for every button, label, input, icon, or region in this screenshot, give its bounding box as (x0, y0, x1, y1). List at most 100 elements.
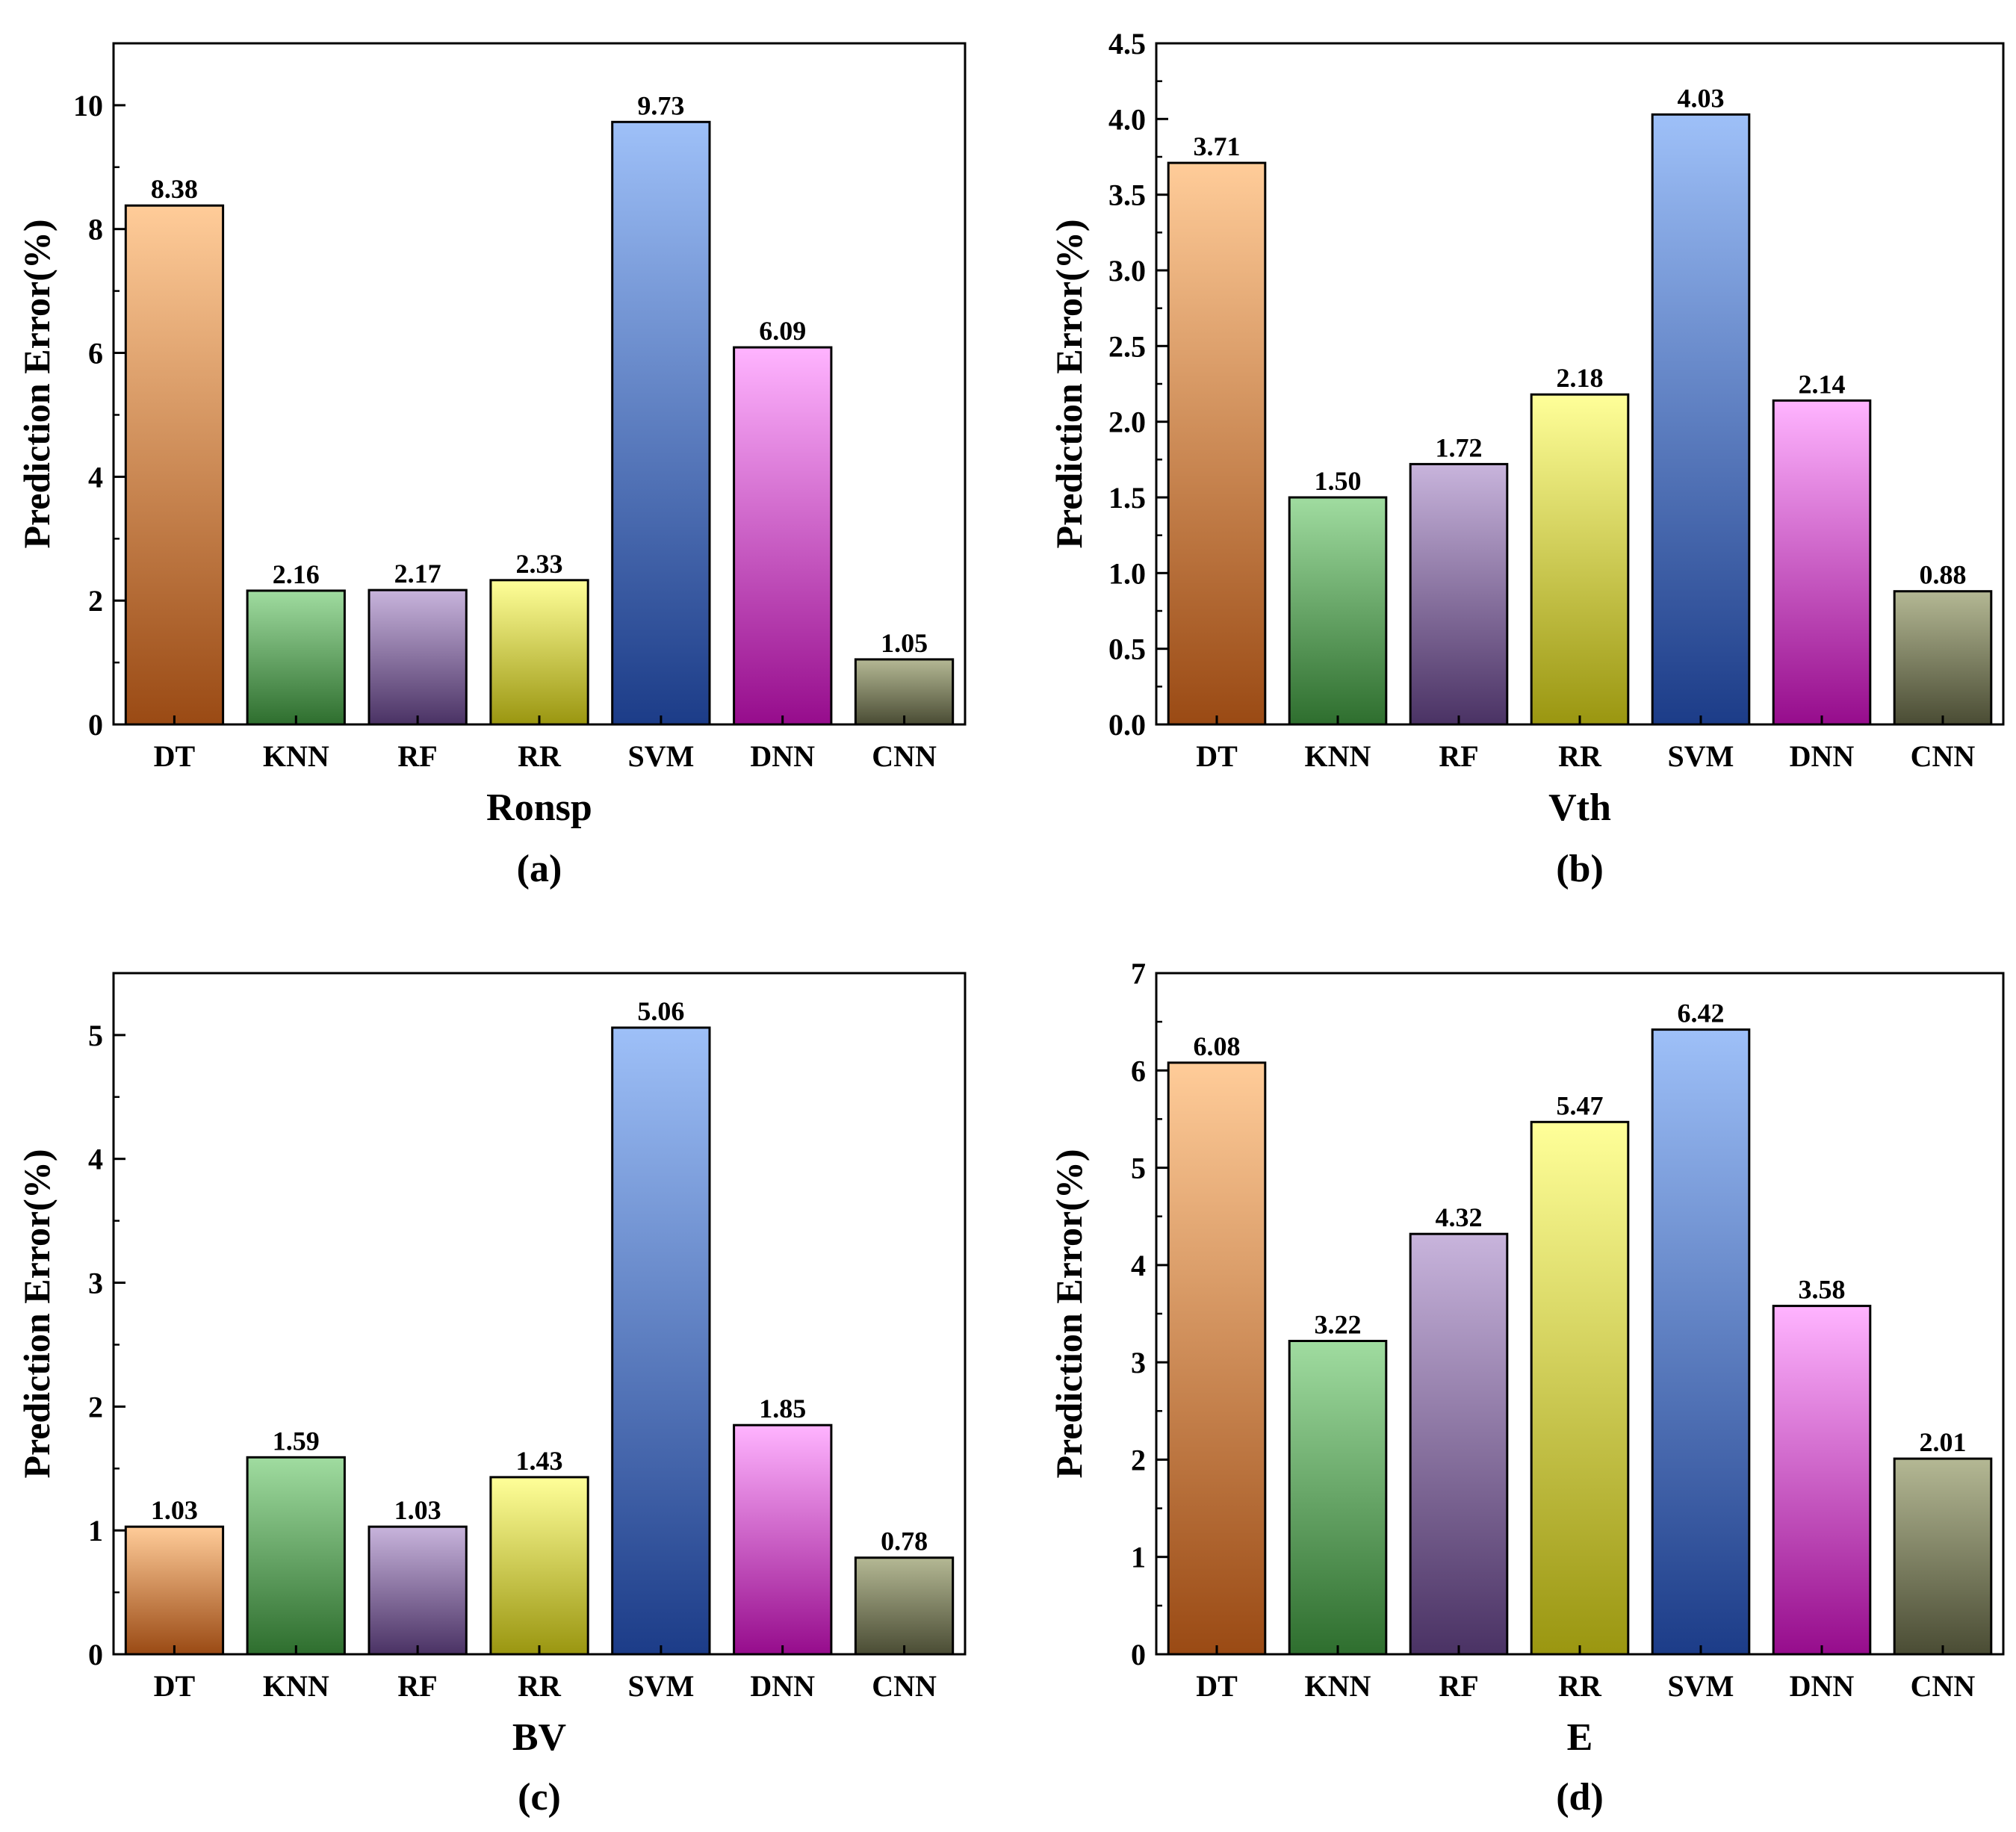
bar-cnn (854, 658, 955, 726)
bar-rr (489, 1476, 589, 1656)
category-label: SVM (1668, 739, 1734, 773)
x-axis-label: E (1567, 1716, 1593, 1759)
y-tick-label: 3 (88, 1267, 103, 1300)
bar-cnn (1893, 1457, 1993, 1656)
y-tick-label: 5 (1131, 1152, 1146, 1185)
category-label: RR (1558, 1669, 1602, 1703)
value-label: 8.38 (151, 174, 198, 204)
x-axis-label: Vth (1548, 786, 1611, 829)
y-tick-label: 0.5 (1108, 633, 1146, 666)
bar-cnn (854, 1556, 955, 1656)
y-tick-label: 3.5 (1108, 178, 1146, 212)
category-label: KNN (1305, 1669, 1371, 1703)
value-label: 3.71 (1194, 131, 1241, 161)
bar-rf (367, 589, 468, 726)
y-axis-label: Prediction Error(%) (16, 1149, 58, 1478)
category-label: DNN (1790, 1669, 1855, 1703)
bar-dnn (733, 346, 833, 726)
bar-cnn (1893, 590, 1993, 726)
x-axis-label: Ronsp (486, 786, 592, 829)
value-label: 0.78 (881, 1527, 928, 1556)
bar-dnn (1772, 1305, 1872, 1656)
y-tick-label: 4 (88, 1143, 103, 1176)
bar-svm (611, 1026, 711, 1656)
y-axis-label: Prediction Error(%) (16, 219, 58, 548)
bar-dt (124, 1525, 225, 1656)
category-label: CNN (1911, 739, 1976, 773)
value-label: 1.85 (759, 1394, 806, 1423)
value-label: 1.05 (881, 628, 928, 658)
bar-svm (611, 120, 711, 726)
category-label: DT (154, 1669, 196, 1703)
y-tick-label: 0 (88, 1638, 103, 1671)
value-label: 1.72 (1436, 432, 1483, 462)
category-label: SVM (627, 739, 694, 773)
y-tick-label: 2 (1131, 1443, 1146, 1477)
x-axis-label: BV (512, 1716, 566, 1759)
value-label: 3.58 (1799, 1275, 1846, 1305)
y-tick-label: 1.5 (1108, 481, 1146, 515)
value-label: 6.42 (1678, 999, 1725, 1028)
panel-label: (c) (518, 1776, 561, 1819)
y-tick-label: 1.0 (1108, 556, 1146, 590)
bar-svm (1651, 113, 1751, 726)
y-tick-label: 4 (1131, 1249, 1146, 1282)
bar-rr (489, 579, 589, 726)
chart-panel-4: 6.08 DT 3.22 KNN 4.32 RF 5.47 RR 6.42 SVM 3.58 DNN 2… (1048, 957, 2005, 1819)
bar-dt (1167, 1061, 1267, 1656)
value-label: 2.33 (516, 549, 563, 579)
bar-dt (1167, 161, 1267, 726)
y-tick-label: 8 (88, 213, 103, 246)
category-label: RF (397, 739, 437, 773)
y-tick-label: 4.5 (1108, 27, 1146, 60)
category-label: DNN (750, 1669, 815, 1703)
value-label: 4.03 (1678, 83, 1725, 113)
bar-knn (246, 589, 346, 726)
value-label: 5.47 (1557, 1090, 1604, 1120)
category-label: DT (1196, 739, 1238, 773)
y-tick-label: 1 (1131, 1541, 1146, 1574)
bar-svm (1651, 1028, 1751, 1656)
y-tick-label: 3 (1131, 1346, 1146, 1379)
y-tick-label: 2 (88, 584, 103, 618)
category-label: CNN (1911, 1669, 1976, 1703)
y-tick-label: 0.0 (1108, 708, 1146, 742)
category-label: RR (518, 1669, 562, 1703)
category-label: SVM (627, 1669, 694, 1703)
category-label: RF (1439, 1669, 1478, 1703)
y-axis-label: Prediction Error(%) (1048, 219, 1090, 548)
category-label: RR (518, 739, 562, 773)
category-label: KNN (1305, 739, 1371, 773)
value-label: 1.03 (151, 1495, 198, 1525)
category-label: KNN (263, 1669, 329, 1703)
panel-label: (b) (1556, 848, 1604, 890)
value-label: 2.14 (1799, 369, 1846, 399)
chart-panel-1: 8.38 DT 2.16 KNN 2.17 RF 2.33 RR 9.73 SVM 6.09 DNN 1… (16, 42, 967, 890)
bar-dnn (733, 1423, 833, 1656)
value-label: 1.03 (394, 1495, 441, 1525)
bar-dnn (1772, 399, 1872, 726)
y-tick-label: 3.0 (1108, 254, 1146, 288)
value-label: 1.50 (1315, 466, 1362, 496)
y-tick-label: 6 (1131, 1054, 1146, 1087)
y-tick-label: 1 (88, 1514, 103, 1547)
category-label: RF (1439, 739, 1478, 773)
value-label: 1.43 (516, 1446, 563, 1476)
bar-dt (124, 204, 225, 726)
category-label: DNN (750, 739, 815, 773)
y-tick-label: 5 (88, 1019, 103, 1052)
y-tick-label: 7 (1131, 957, 1146, 990)
chart-panel-3: 1.03 DT 1.59 KNN 1.03 RF 1.43 RR 5.06 SVM 1.85 DNN 0… (16, 972, 967, 1819)
bar-knn (1288, 496, 1388, 726)
value-label: 6.08 (1194, 1031, 1241, 1061)
value-label: 6.09 (759, 316, 806, 346)
category-label: DT (1196, 1669, 1238, 1703)
y-tick-label: 2 (88, 1390, 103, 1423)
category-label: SVM (1668, 1669, 1734, 1703)
category-label: RR (1558, 739, 1602, 773)
y-tick-label: 2.5 (1108, 329, 1146, 363)
y-axis-label: Prediction Error(%) (1048, 1149, 1090, 1478)
value-label: 1.59 (273, 1426, 320, 1456)
bar-rr (1530, 393, 1630, 726)
y-tick-label: 4 (88, 460, 103, 494)
